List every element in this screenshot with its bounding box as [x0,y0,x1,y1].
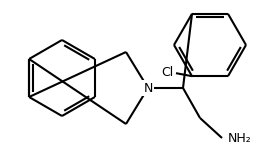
Text: N: N [143,82,153,95]
Text: NH₂: NH₂ [228,131,252,144]
Text: Cl: Cl [162,66,174,79]
